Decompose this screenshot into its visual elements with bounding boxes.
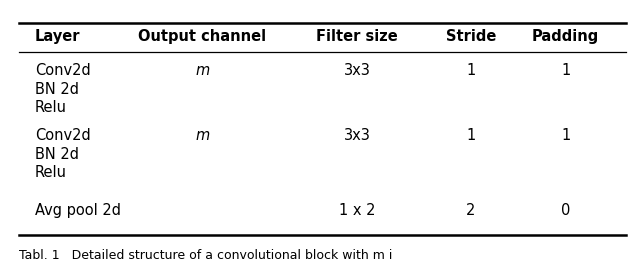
Text: BN 2d: BN 2d: [35, 147, 79, 162]
Text: Filter size: Filter size: [316, 29, 398, 44]
Text: 1: 1: [561, 63, 570, 78]
Text: Tabl. 1   Detailed structure of a convolutional block with m i: Tabl. 1 Detailed structure of a convolut…: [19, 249, 392, 262]
Text: 3x3: 3x3: [344, 63, 370, 78]
Text: 1: 1: [466, 128, 475, 143]
Text: 1: 1: [466, 63, 475, 78]
Text: 3x3: 3x3: [344, 128, 370, 143]
Text: Relu: Relu: [35, 100, 67, 115]
Text: Padding: Padding: [532, 29, 599, 44]
Text: Stride: Stride: [446, 29, 496, 44]
Text: m: m: [195, 128, 209, 143]
Text: Conv2d: Conv2d: [35, 63, 90, 78]
Text: Avg pool 2d: Avg pool 2d: [35, 203, 121, 218]
Text: 1 x 2: 1 x 2: [339, 203, 375, 218]
Text: Output channel: Output channel: [138, 29, 266, 44]
Text: m: m: [195, 63, 209, 78]
Text: 2: 2: [466, 203, 475, 218]
Text: 0: 0: [561, 203, 570, 218]
Text: BN 2d: BN 2d: [35, 82, 79, 97]
Text: Relu: Relu: [35, 165, 67, 180]
Text: Conv2d: Conv2d: [35, 128, 90, 143]
Text: Layer: Layer: [35, 29, 80, 44]
Text: 1: 1: [561, 128, 570, 143]
